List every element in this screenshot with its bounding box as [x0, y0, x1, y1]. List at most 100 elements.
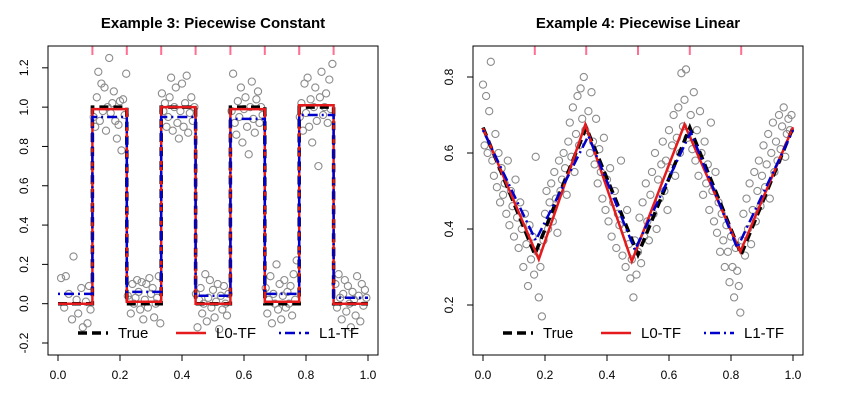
data-point	[491, 129, 500, 139]
y-tick-label: 0.8	[442, 68, 456, 85]
data-point	[686, 110, 695, 120]
data-point	[578, 114, 587, 123]
data-point	[306, 95, 315, 104]
data-point	[286, 281, 295, 291]
data-point	[351, 311, 360, 320]
data-point	[146, 289, 156, 299]
data-point	[236, 83, 246, 92]
data-point	[77, 283, 86, 293]
x-tick-label: 1.0	[360, 368, 377, 382]
data-point	[765, 194, 774, 203]
data-point	[729, 293, 739, 302]
data-point	[719, 236, 728, 245]
data-point	[723, 247, 733, 256]
data-point	[531, 152, 540, 161]
chart-title: Example 4: Piecewise Linear	[536, 15, 740, 32]
y-tick-label: 0.6	[442, 144, 456, 161]
panel-piecewise-constant: Example 3: Piecewise Constant 0.0 0.2 0.4 0…	[17, 15, 379, 382]
data-point	[108, 99, 117, 108]
data-point	[750, 167, 759, 177]
data-point	[339, 289, 348, 299]
data-point	[636, 259, 646, 268]
data-point	[638, 198, 647, 207]
data-point	[105, 53, 114, 63]
data-point	[593, 179, 602, 188]
data-point	[740, 251, 750, 260]
data-point	[86, 305, 95, 314]
data-point	[550, 167, 559, 177]
data-point	[83, 319, 92, 328]
data-point	[267, 319, 277, 328]
data-point	[321, 89, 331, 98]
data-point	[242, 122, 252, 131]
data-point	[774, 110, 784, 120]
data-point	[725, 278, 734, 287]
data-point	[273, 305, 283, 314]
data-point	[128, 279, 137, 289]
data-point	[554, 156, 564, 165]
data-point	[742, 194, 751, 203]
data-point	[145, 273, 154, 283]
data-point	[328, 59, 337, 69]
data-point	[669, 110, 678, 120]
data-point	[481, 91, 491, 101]
data-point	[537, 312, 547, 321]
data-point	[502, 209, 511, 218]
data-point	[289, 270, 298, 279]
data-point	[232, 130, 241, 139]
data-point	[287, 311, 297, 320]
data-point	[779, 103, 788, 112]
x-tick-label: 0.4	[174, 368, 191, 382]
data-point	[67, 315, 77, 324]
data-point	[252, 95, 261, 104]
data-point	[95, 116, 104, 126]
data-point	[579, 72, 588, 82]
y-tick-label: 0.4	[442, 220, 456, 237]
plot-frame	[47, 45, 379, 356]
data-point	[711, 167, 720, 177]
data-point	[509, 232, 519, 241]
data-point	[122, 69, 131, 78]
y-tick-label: 0.0	[17, 295, 31, 312]
data-point	[157, 89, 167, 98]
data-point	[664, 126, 674, 135]
y-tick-label: 1.2	[17, 59, 31, 76]
data-point	[564, 137, 573, 146]
data-point	[277, 315, 286, 324]
data-point	[356, 317, 365, 326]
data-point	[109, 87, 118, 96]
data-point	[204, 293, 213, 302]
data-point	[272, 260, 281, 269]
data-point	[317, 67, 326, 76]
data-point	[733, 266, 742, 275]
data-point	[641, 179, 650, 188]
data-point	[547, 179, 556, 188]
data-point	[591, 114, 601, 123]
data-point	[78, 323, 87, 332]
data-point	[171, 83, 180, 92]
data-point	[511, 175, 520, 184]
y-tick-label: 0.8	[17, 138, 31, 155]
panel-piecewise-linear: Example 4: Piecewise Linear 0.0 0.2 0.4 0.6…	[442, 15, 804, 382]
data-point	[228, 69, 238, 78]
data-point	[301, 108, 311, 118]
x-tick-label: 0.8	[298, 368, 315, 382]
x-tick-label: 0.4	[599, 368, 616, 382]
data-point	[746, 240, 756, 249]
data-point	[674, 103, 683, 112]
data-point	[495, 198, 505, 207]
data-point	[314, 161, 323, 171]
data-point	[644, 236, 654, 245]
y-tick-label: 0.2	[442, 296, 456, 313]
data-points	[478, 57, 796, 321]
data-point	[205, 275, 215, 285]
data-point	[100, 83, 109, 92]
x-tick-label: 0.0	[475, 368, 492, 382]
data-point	[478, 80, 488, 89]
data-point	[618, 251, 627, 260]
y-tick-label: 0.4	[17, 216, 31, 233]
data-point	[616, 156, 626, 165]
data-point	[585, 148, 595, 158]
data-point	[179, 122, 188, 131]
data-point	[480, 141, 489, 150]
